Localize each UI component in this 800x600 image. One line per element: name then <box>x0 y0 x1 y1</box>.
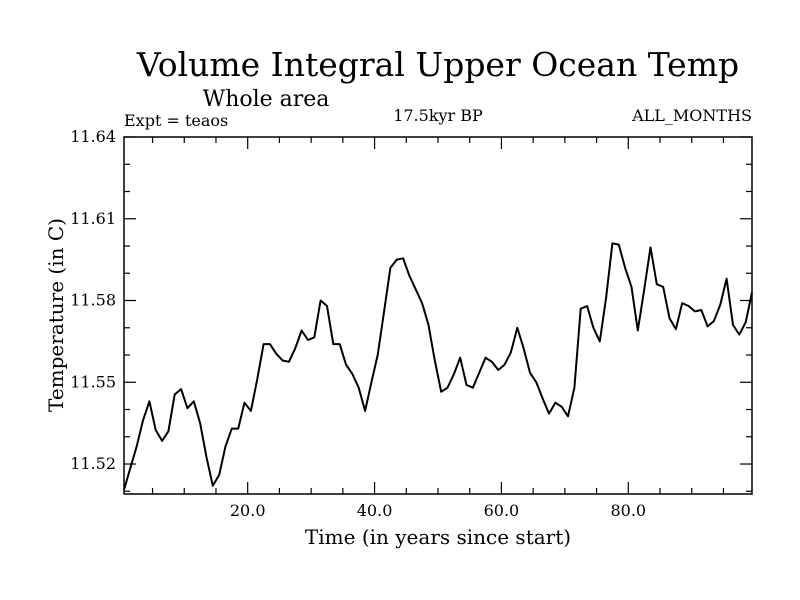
y-tick-label: 11.52 <box>70 454 116 473</box>
chart-title: Volume Integral Upper Ocean Temp <box>136 45 739 84</box>
period-label: 17.5kyr BP <box>393 106 483 125</box>
y-axis-label: Temperature (in C) <box>44 218 68 412</box>
y-tick-label: 11.58 <box>70 291 116 310</box>
x-tick-label: 40.0 <box>357 501 393 520</box>
x-tick-label: 60.0 <box>484 501 520 520</box>
y-tick-label: 11.55 <box>70 372 116 391</box>
axis-ticks <box>124 136 752 494</box>
series-line <box>123 242 753 491</box>
x-axis-label: Time (in years since start) <box>305 525 571 549</box>
experiment-label: Expt = teaos <box>124 111 228 130</box>
y-tick-label: 11.61 <box>70 209 116 228</box>
y-tick-label: 11.64 <box>70 127 116 146</box>
tick-labels: 11.52 11.55 11.58 11.61 11.64 20.0 40.0 60.0 80.… <box>70 127 646 520</box>
x-tick-label: 80.0 <box>610 501 646 520</box>
x-tick-label: 20.0 <box>230 501 266 520</box>
plot-frame <box>123 136 753 495</box>
chart-subtitle: Whole area <box>203 87 330 112</box>
months-label: ALL_MONTHS <box>631 106 752 125</box>
